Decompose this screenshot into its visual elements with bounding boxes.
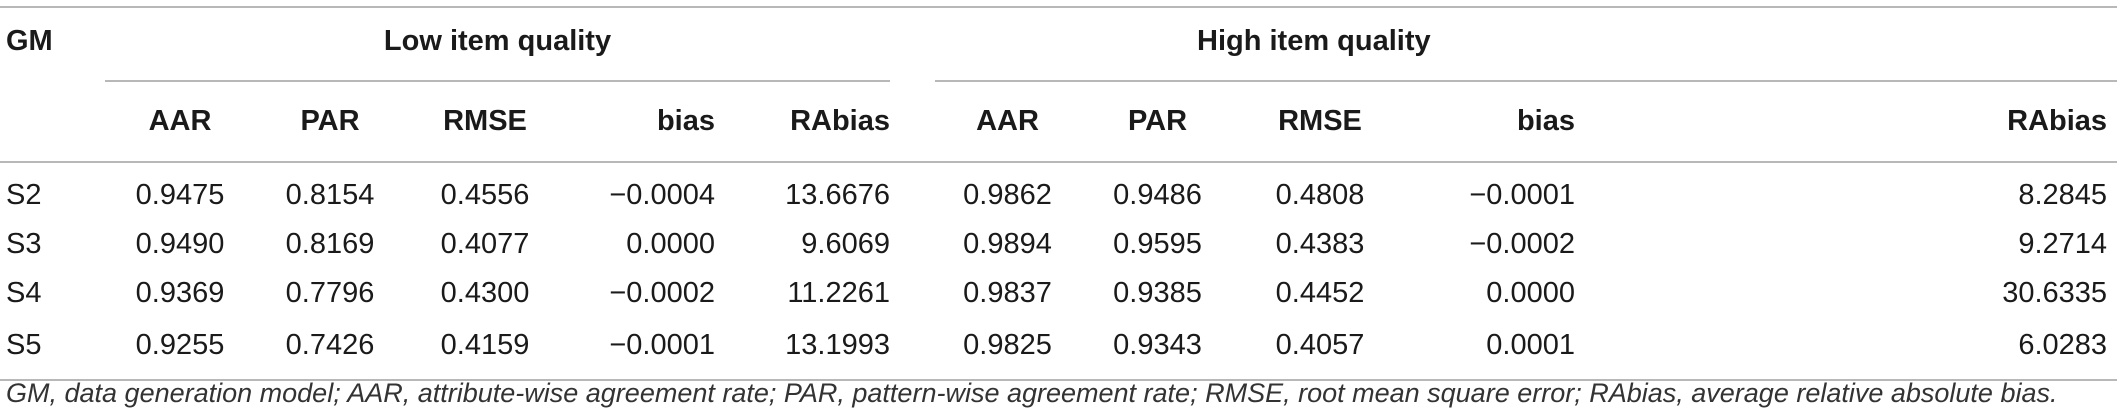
results-table: GM Low item quality High item quality AA… (0, 6, 2117, 381)
group-header-row: GM Low item quality High item quality (0, 7, 2117, 82)
table-row: S4 0.9369 0.7796 0.4300 −0.0002 11.2261 … (0, 269, 2117, 318)
cell-high-bias: −0.0001 (1469, 179, 1575, 211)
cell-low-par: 0.7426 (285, 329, 375, 361)
col-header-low-rmse: RMSE (443, 105, 527, 137)
table-row: S5 0.9255 0.7426 0.4159 −0.0001 13.1993 … (0, 318, 2117, 380)
table-footnote: GM, data generation model; AAR, attribut… (6, 378, 2058, 408)
col-header-high-par: PAR (1127, 105, 1188, 137)
group-label: High item quality (1197, 25, 1431, 57)
cell-gap (890, 318, 935, 380)
cell-low-bias: −0.0004 (609, 179, 715, 211)
group-gap (890, 7, 935, 82)
group-underline (935, 80, 2117, 82)
cell-high-par: 0.9343 (1113, 329, 1202, 361)
row-gm: S3 (6, 228, 42, 260)
cell-high-bias: 0.0001 (1486, 329, 1575, 361)
group-label: Low item quality (383, 25, 612, 57)
cell-high-rmse: 0.4057 (1275, 329, 1365, 361)
table-row: S3 0.9490 0.8169 0.4077 0.0000 9.6069 0.… (0, 220, 2117, 269)
cell-low-aar: 0.9490 (135, 228, 225, 260)
group-header-low-item-quality: Low item quality (105, 7, 890, 82)
cell-high-par: 0.9486 (1113, 179, 1202, 211)
cell-high-aar: 0.9837 (963, 277, 1052, 309)
col-header-low-rabias: RAbias (790, 105, 890, 137)
table-row: S2 0.9475 0.8154 0.4556 −0.0004 13.6676 … (0, 162, 2117, 220)
column-header-row: AAR PAR RMSE bias RAbias AAR PAR RMSE bi… (0, 82, 2117, 162)
cell-low-aar: 0.9369 (135, 277, 225, 309)
row-gm: S2 (6, 179, 42, 211)
cell-low-rmse: 0.4159 (440, 329, 530, 361)
col-header-high-aar: AAR (976, 105, 1039, 137)
cell-low-bias: −0.0002 (609, 277, 715, 309)
col-header-high-rabias: RAbias (2007, 105, 2108, 137)
cell-high-rmse: 0.4383 (1275, 228, 1365, 260)
cell-high-par: 0.9595 (1113, 228, 1202, 260)
cell-high-bias: −0.0002 (1469, 228, 1575, 260)
cell-low-aar: 0.9255 (135, 329, 225, 361)
group-underline (105, 80, 890, 82)
cell-low-bias: −0.0001 (609, 329, 715, 361)
col-header-low-par: PAR (300, 105, 360, 137)
cell-low-bias: 0.0000 (626, 228, 715, 260)
cell-low-par: 0.8154 (285, 179, 375, 211)
cell-gap (890, 220, 935, 269)
col-header-high-rmse: RMSE (1278, 105, 1362, 137)
cell-high-aar: 0.9894 (963, 228, 1052, 260)
col-header-low-aar: AAR (148, 105, 212, 137)
cell-low-aar: 0.9475 (135, 179, 225, 211)
cell-high-aar: 0.9862 (963, 179, 1052, 211)
cell-low-rabias: 9.6069 (801, 228, 890, 260)
gm-header-spacer (0, 82, 105, 162)
cell-high-rabias: 8.2845 (2018, 179, 2108, 211)
gm-column-header: GM (6, 25, 53, 57)
row-gm: S5 (6, 329, 42, 361)
header-gap (890, 82, 935, 162)
cell-high-rabias: 6.0283 (2018, 329, 2108, 361)
cell-high-aar: 0.9825 (963, 329, 1052, 361)
col-header-high-bias: bias (1516, 105, 1575, 137)
cell-low-rabias: 13.6676 (785, 179, 890, 211)
row-gm: S4 (6, 277, 42, 309)
cell-low-rmse: 0.4300 (440, 277, 530, 309)
cell-low-rabias: 13.1993 (785, 329, 890, 361)
cell-high-rmse: 0.4808 (1275, 179, 1365, 211)
cell-high-rabias: 9.2714 (2018, 228, 2108, 260)
cell-high-rmse: 0.4452 (1275, 277, 1365, 309)
cell-high-par: 0.9385 (1113, 277, 1202, 309)
group-header-high-item-quality: High item quality (935, 7, 2117, 82)
cell-high-bias: 0.0000 (1486, 277, 1575, 309)
col-header-low-bias: bias (656, 105, 715, 137)
cell-low-par: 0.8169 (285, 228, 375, 260)
cell-gap (890, 162, 935, 220)
cell-low-rabias: 11.2261 (787, 277, 890, 309)
cell-low-rmse: 0.4556 (440, 179, 530, 211)
cell-gap (890, 269, 935, 318)
cell-low-par: 0.7796 (285, 277, 375, 309)
cell-high-rabias: 30.6335 (2002, 277, 2108, 309)
cell-low-rmse: 0.4077 (440, 228, 530, 260)
